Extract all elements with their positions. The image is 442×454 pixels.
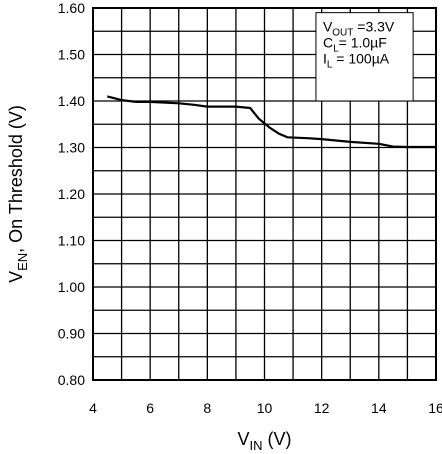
y-tick-label: 1.60	[58, 0, 85, 16]
annotation-cl: CL= 1.0µF	[323, 35, 387, 55]
x-tick-label: 8	[203, 400, 211, 416]
annotation-vout: VOUT =3.3V	[323, 19, 395, 39]
annotation-vout-main: V	[323, 19, 333, 35]
annotation-il: IL = 100µA	[323, 51, 390, 71]
x-tick-label: 4	[89, 400, 97, 416]
y-tick-label: 0.80	[58, 372, 85, 388]
annotation-il-sub: L	[327, 60, 333, 71]
y-tick-labels: 0.80 0.90 1.00 1.10 1.20 1.30 1.40 1.50 1.60	[58, 0, 85, 388]
y-tick-label: 1.10	[58, 233, 85, 249]
y-axis-title-sub: EN	[15, 253, 30, 271]
y-axis-title-main: V	[6, 271, 26, 283]
y-tick-label: 1.20	[58, 186, 85, 202]
plot-frame	[92, 7, 437, 381]
y-tick-label: 1.00	[58, 279, 85, 295]
series-layer	[107, 95, 436, 149]
annotation-box: VOUT =3.3V CL= 1.0µF IL = 100µA	[315, 12, 414, 102]
x-tick-labels: 4 6 8 10 12 14 16	[89, 400, 442, 416]
y-tick-label: 1.30	[58, 140, 85, 156]
y-axis-title-rest: , On Threshold (V)	[6, 105, 26, 253]
annotation-vout-sub: OUT	[332, 28, 353, 39]
y-tick-label: 1.50	[58, 47, 85, 63]
y-tick-label: 1.40	[58, 93, 85, 109]
y-tick-label: 0.90	[58, 326, 85, 342]
x-tick-label: 12	[314, 400, 330, 416]
series-line	[107, 95, 436, 149]
annotation-il-main: I	[323, 51, 327, 67]
x-axis-title: VIN (V)	[237, 429, 291, 453]
annotation-cl-rest: = 1.0µF	[339, 35, 387, 51]
x-tick-label: 14	[371, 400, 387, 416]
x-axis-title-main: V	[237, 429, 249, 449]
x-axis-title-sub: IN	[250, 438, 263, 453]
y-axis-title: VEN, On Threshold (V)	[6, 105, 30, 283]
annotation-cl-sub: L	[333, 44, 339, 55]
annotation-frame	[315, 12, 414, 102]
annotation-vout-rest: =3.3V	[353, 19, 395, 35]
x-tick-label: 16	[428, 400, 442, 416]
x-tick-label: 10	[257, 400, 273, 416]
annotation-il-rest: = 100µA	[332, 51, 389, 67]
x-axis-title-unit: (V)	[263, 429, 292, 449]
annotation-cl-main: C	[323, 35, 333, 51]
x-tick-label: 6	[146, 400, 154, 416]
